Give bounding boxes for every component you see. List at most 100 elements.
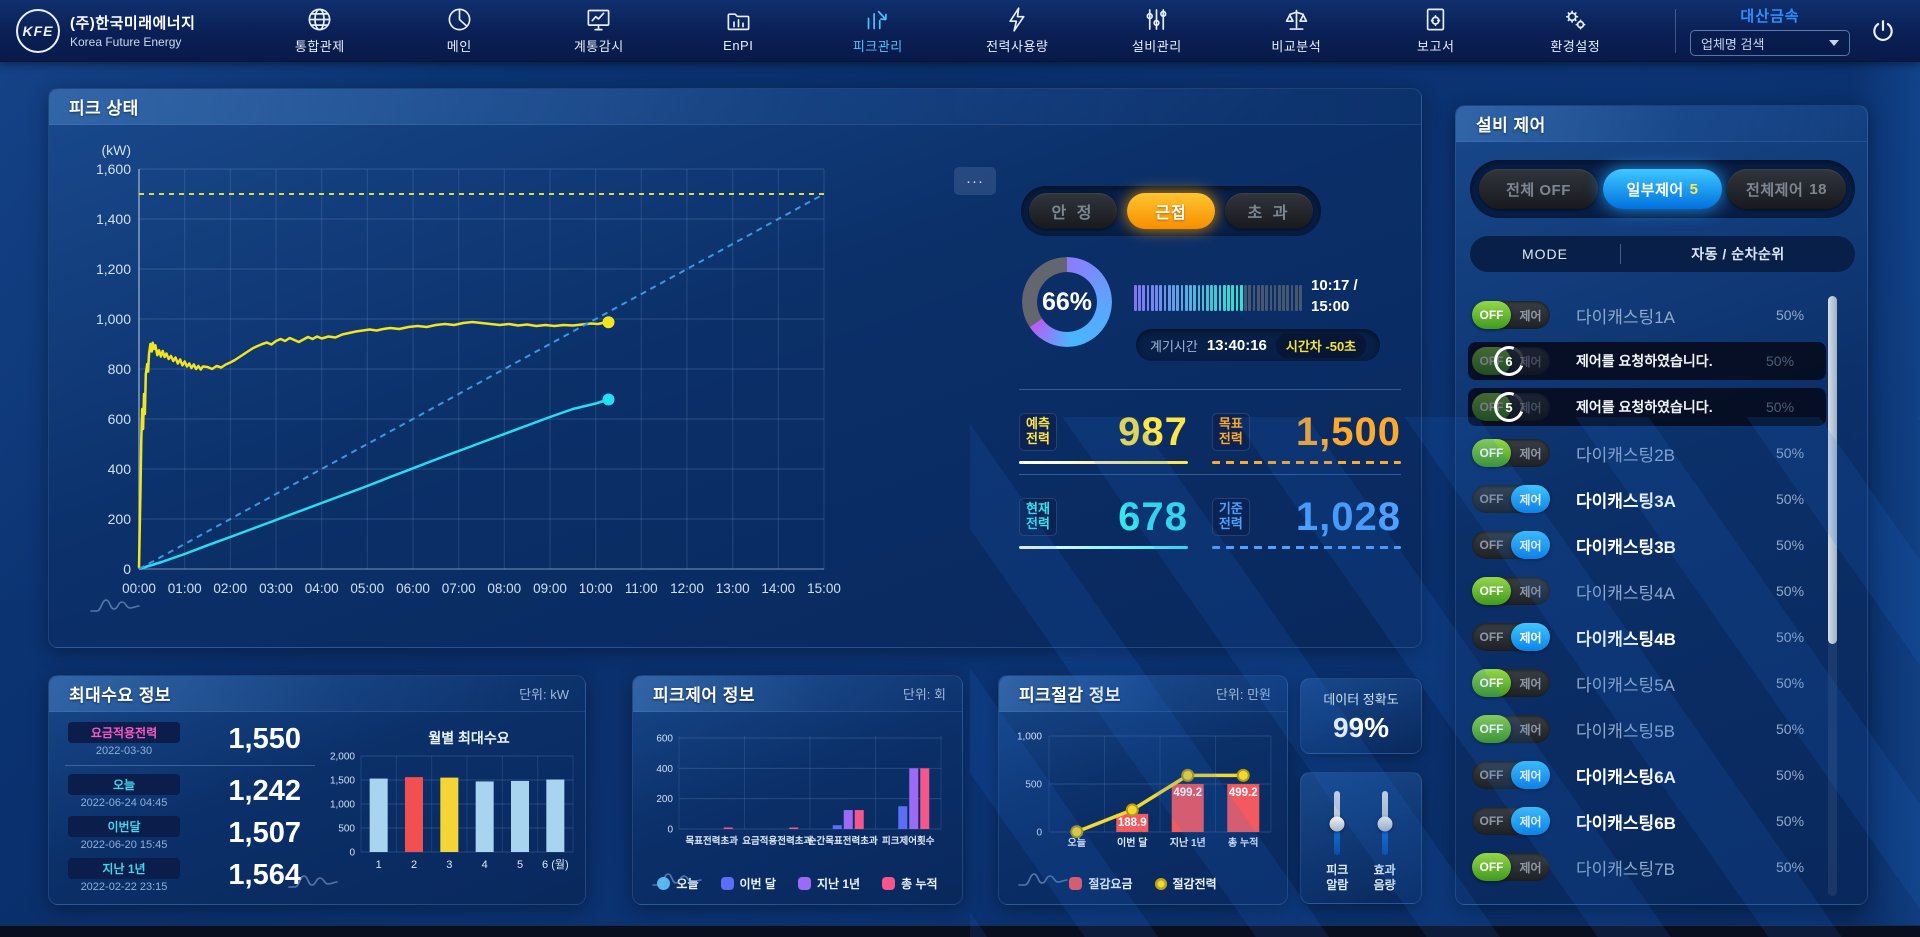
meter-bar [1256, 285, 1260, 311]
demand-label: 지난 1년 [68, 858, 180, 879]
equip-toggle[interactable]: OFF 제어 [1472, 347, 1550, 375]
equip-toggle[interactable]: OFF 제어 [1472, 531, 1550, 559]
equip-toggle[interactable]: OFF 제어 [1472, 853, 1550, 881]
svg-text:800: 800 [108, 361, 132, 377]
peak-line-chart: (kW) 0 200 400 600 800 1,000 1,200 1,400 1,600 00:… [79, 139, 889, 619]
more-options-button[interactable]: ··· [954, 167, 996, 195]
equipment-row-다이캐스팅4B: OFF 제어 다이캐스팅4B 50% [1468, 618, 1826, 656]
equipment-row-다이캐스팅1A: OFF 제어 다이캐스팅1A 50% [1468, 296, 1826, 334]
equip-toggle[interactable]: OFF 제어 [1472, 715, 1550, 743]
sliders-icon [1146, 9, 1167, 30]
legend-item: 지난 1년 [797, 875, 860, 892]
wave-icon [89, 594, 141, 621]
meter-bar [1222, 285, 1226, 311]
panel-title: 피크 상태 [69, 99, 139, 118]
nav-item-folder-chart[interactable]: EnPI [703, 8, 773, 53]
max-demand-rows: 요금적용전력 2022-03-30 1,550 오늘 2022-06-24 04:45 1… [65, 722, 315, 900]
company-name: 대산금속 [1740, 8, 1800, 25]
equip-toggle[interactable]: OFF 제어 [1472, 623, 1550, 651]
svg-text:188.9: 188.9 [1118, 817, 1147, 829]
request-message: 제어를 요청하였습니다. [1576, 353, 1713, 369]
time-current: 10:17 / [1311, 277, 1358, 294]
wave-icon [651, 868, 703, 895]
equip-toggle[interactable]: OFF 제어 [1472, 439, 1550, 467]
legend-item: 절감전력 [1154, 875, 1217, 892]
slider-track[interactable] [1329, 791, 1345, 855]
nav-item-monitor[interactable]: 계통감시 [564, 6, 634, 55]
max-demand-row: 이번달 2022-06-20 15:45 1,507 [65, 816, 315, 851]
equip-toggle[interactable]: OFF 제어 [1472, 485, 1550, 513]
volume-slider-효과음량[interactable]: 효과 음량 [1374, 791, 1396, 893]
pie-icon [448, 8, 471, 31]
slider-track[interactable] [1377, 791, 1393, 855]
meter-bar [1235, 285, 1239, 311]
meter-bar [1205, 285, 1209, 311]
nav-divider [1675, 8, 1676, 53]
nav-item-report[interactable]: 보고서 [1401, 6, 1471, 55]
gears-icon [1565, 10, 1586, 30]
report-icon [1427, 8, 1445, 31]
equip-toggle[interactable]: OFF 제어 [1472, 577, 1550, 605]
demand-value: 1,507 [228, 817, 301, 849]
demand-label: 이번달 [68, 816, 180, 837]
nav-item-peak-chart[interactable]: 피크관리 [843, 6, 913, 55]
svg-text:6 (월): 6 (월) [542, 858, 569, 871]
nav-item-pie[interactable]: 메인 [424, 6, 494, 55]
metric-기준전력: 기준 전력 1,028 [1211, 497, 1401, 553]
legend-swatch [882, 877, 896, 890]
equipment-row-다이캐스팅3A: OFF 제어 다이캐스팅3A 50% [1468, 480, 1826, 518]
equip-group-button-2[interactable]: 전체제어 18 [1727, 169, 1846, 209]
nav-item-gears[interactable]: 환경설정 [1540, 6, 1610, 55]
equip-toggle[interactable]: OFF 제어 [1472, 807, 1550, 835]
nav-item-sliders[interactable]: 설비관리 [1122, 6, 1192, 55]
scrollbar-thumb[interactable] [1828, 296, 1837, 644]
gauge-percent: 66% [1041, 287, 1093, 316]
equip-toggle[interactable]: OFF 제어 [1472, 301, 1550, 329]
equip-toggle[interactable]: OFF 제어 [1472, 761, 1550, 789]
svg-text:1,000: 1,000 [96, 311, 131, 327]
logo-title: (주)한국미래에너지 [70, 15, 196, 32]
equipment-row-다이캐스팅2B: OFF 제어 다이캐스팅2B 50% [1468, 434, 1826, 472]
max-demand-row: 지난 1년 2022-02-22 23:15 1,564 [65, 858, 315, 893]
mode-bar: MODE 자동 / 순차순위 [1470, 236, 1855, 272]
equip-toggle[interactable]: OFF 제어 [1472, 393, 1550, 421]
meter-bar [1218, 285, 1222, 311]
wave-icon [1017, 868, 1069, 895]
slider-knob[interactable] [1329, 816, 1345, 832]
peak-status-panel: 피크 상태 (kW) 0 200 400 600 800 1,000 1,200 1,400 1,… [48, 88, 1422, 648]
equip-group-button-0[interactable]: 전체 OFF [1479, 169, 1598, 209]
wave-glyph [652, 873, 702, 886]
peak-status-button-0[interactable]: 안 정 [1029, 193, 1117, 229]
nav-item-globe[interactable]: 통합관제 [285, 6, 355, 55]
meter-bar [1189, 285, 1192, 311]
panel-unit: 단위: 만원 [1215, 687, 1271, 702]
peak-status-button-1[interactable]: 근접 [1127, 193, 1215, 229]
monthly-demand-chart: 0 500 1,000 1,500 2,000 1 2 3 4 5 6 (월) [327, 746, 583, 891]
slider-knob[interactable] [1377, 816, 1393, 832]
time-progress-text: 10:17 / 15:00 [1311, 275, 1358, 317]
nav-item-lightning[interactable]: 전력사용량 [982, 6, 1052, 55]
svg-text:5: 5 [517, 859, 523, 871]
equip-group-button-1[interactable]: 일부제어 5 [1603, 169, 1722, 209]
svg-text:2: 2 [411, 859, 417, 871]
equipment-scrollbar[interactable] [1828, 296, 1837, 896]
button-count: 18 [1809, 180, 1827, 198]
legend-item: 절감요금 [1069, 875, 1133, 892]
svg-text:14:00: 14:00 [761, 581, 795, 596]
legend-item: 오늘 [657, 875, 699, 892]
nav-item-scales[interactable]: 비교분석 [1261, 6, 1331, 55]
meter-bar [1227, 285, 1230, 311]
meter-bar [1265, 285, 1268, 311]
legend-item: 이번 달 [720, 875, 776, 892]
equip-toggle[interactable]: OFF 제어 [1472, 669, 1550, 697]
svg-text:499.2: 499.2 [1173, 787, 1202, 799]
company-search-select[interactable]: 업체명 검색 [1690, 30, 1850, 56]
volume-slider-피크알람[interactable]: 피크 알람 [1326, 791, 1348, 893]
svg-text:08:00: 08:00 [487, 581, 521, 596]
meter-bar [1180, 285, 1184, 311]
svg-text:오늘: 오늘 [1068, 837, 1086, 849]
peak-status-button-2[interactable]: 초 과 [1225, 193, 1313, 229]
power-button[interactable] [1864, 12, 1902, 50]
svg-text:1,400: 1,400 [96, 211, 131, 227]
countdown-spinner: 6 [1489, 341, 1529, 381]
